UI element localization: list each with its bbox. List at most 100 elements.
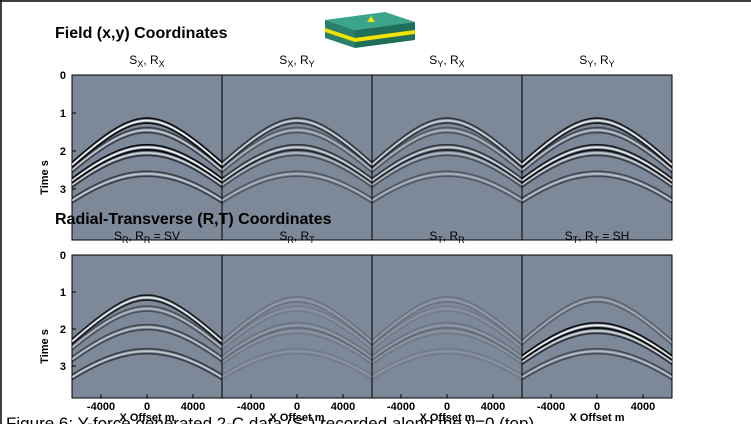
event: [372, 175, 522, 204]
event: [372, 143, 522, 180]
y-axis-label: Time s: [39, 329, 51, 364]
event: [222, 152, 372, 186]
x-tick-label: 4000: [181, 401, 205, 413]
subscript: T: [573, 235, 579, 245]
event: [522, 347, 672, 376]
y-tick-label: 0: [60, 70, 66, 82]
x-tick-label: 0: [444, 401, 450, 413]
event: [222, 131, 372, 174]
subscript: R: [144, 235, 151, 245]
event: [522, 149, 672, 183]
event: [372, 330, 522, 363]
event: [372, 149, 522, 183]
label-part: , R: [578, 229, 594, 243]
event: [372, 172, 522, 202]
event: [222, 154, 372, 188]
event: [72, 328, 222, 363]
event: [372, 310, 522, 351]
event: [222, 117, 372, 163]
seismic-panel: [221, 254, 373, 399]
event: [522, 126, 672, 169]
label-part: S: [279, 53, 287, 67]
subscript: X: [137, 59, 143, 69]
x-tick-label: -4000: [537, 401, 565, 413]
event: [372, 170, 522, 199]
event: [222, 347, 372, 376]
event: [372, 296, 522, 341]
event: [222, 327, 372, 361]
panel-label: SX, RY: [279, 53, 314, 69]
label-part: , R: [293, 53, 309, 67]
x-tick-label: 0: [294, 401, 300, 413]
caption-part: Figure 6: Y-force generated 2-C data (S: [6, 414, 304, 424]
event: [222, 301, 372, 346]
event: [72, 299, 222, 345]
x-axis-label: X Offset m: [569, 412, 624, 424]
label-part: S: [279, 229, 287, 243]
label-part: S: [129, 53, 137, 67]
event: [72, 305, 222, 346]
event: [372, 148, 522, 185]
event: [372, 146, 522, 182]
y-axis-label: Time s: [39, 160, 51, 195]
subscript: Y: [437, 59, 443, 69]
subscript: T: [594, 235, 600, 245]
wavefield: [222, 117, 372, 204]
subscript: Y: [587, 59, 593, 69]
event: [72, 154, 222, 188]
subscript: X: [287, 59, 293, 69]
event: [522, 146, 672, 182]
y-tick-label: 1: [60, 108, 66, 120]
panel-label: SY, RY: [579, 53, 614, 69]
event: [72, 126, 222, 169]
panel-label: ST, RR: [429, 229, 465, 245]
event: [222, 307, 372, 349]
subscript: y: [304, 421, 310, 424]
seismic-panel: [71, 254, 223, 399]
wavefield: [372, 296, 522, 381]
caption: Figure 6: Y-force generated 2-C data (Sy…: [6, 414, 534, 424]
event: [522, 131, 672, 174]
subscript: Y: [309, 59, 315, 69]
x-tick-label: -4000: [387, 401, 415, 413]
event: [222, 126, 372, 169]
event: [72, 146, 222, 182]
event: [522, 324, 672, 359]
seismic-panel: [371, 74, 523, 241]
event: [372, 350, 522, 378]
wavefield: [522, 117, 672, 204]
event: [222, 170, 372, 199]
wavefield: [522, 296, 672, 381]
event: [72, 307, 222, 349]
y-tick-label: 2: [60, 324, 66, 336]
x-axis-label: X Offset m: [119, 412, 174, 424]
event: [522, 170, 672, 199]
event: [222, 129, 372, 171]
label-part: , R: [443, 229, 459, 243]
event: [72, 149, 222, 183]
panel-label: SR, RR = SV: [114, 229, 180, 245]
subscript: T: [309, 235, 315, 245]
event: [522, 352, 672, 381]
event: [222, 324, 372, 359]
event: [522, 129, 672, 171]
subscript: Y: [609, 59, 615, 69]
label-part: , R: [443, 53, 459, 67]
event: [72, 152, 222, 186]
event: [522, 332, 672, 366]
event: [222, 298, 372, 344]
event: [522, 143, 672, 180]
subscript: R: [122, 235, 129, 245]
event: [372, 305, 522, 346]
event: [222, 332, 372, 366]
event: [372, 126, 522, 169]
event: [72, 310, 222, 351]
event: [72, 326, 222, 361]
label-part: , R: [143, 53, 159, 67]
event: [72, 352, 222, 381]
event: [222, 321, 372, 357]
event: [72, 129, 222, 171]
event: [372, 117, 522, 163]
x-axis-label: X Offset m: [419, 412, 474, 424]
event: [522, 301, 672, 346]
